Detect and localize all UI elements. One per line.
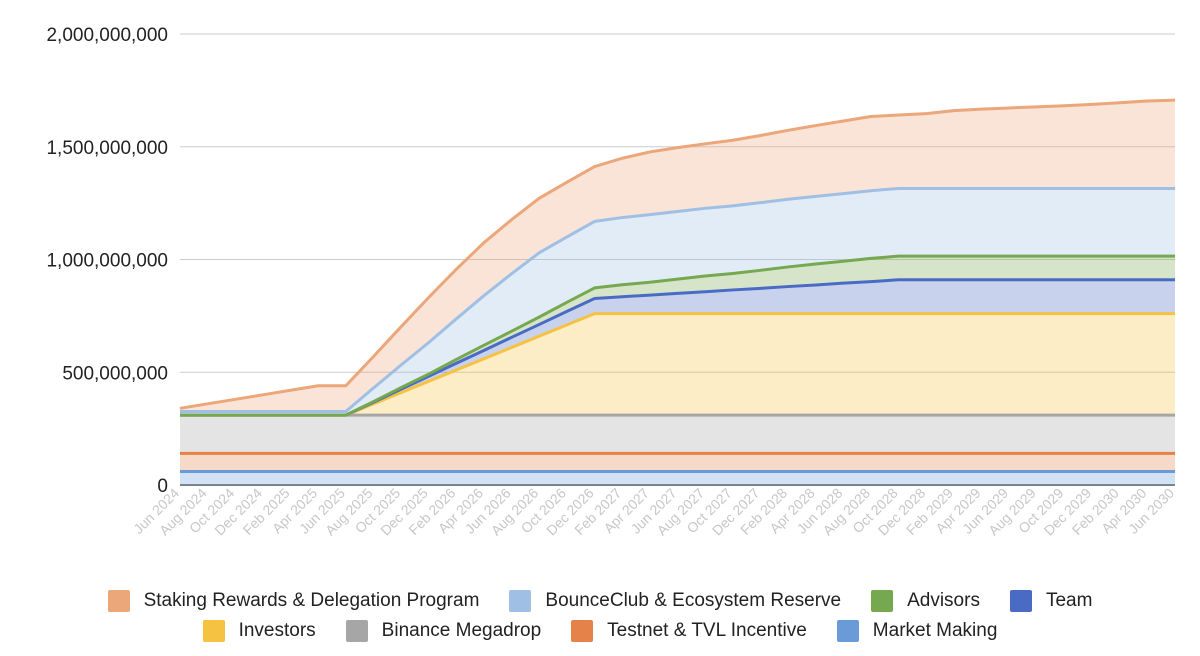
legend-row: Staking Rewards & Delegation Program Boun… <box>0 586 1200 616</box>
area-series-2 <box>180 415 1175 454</box>
legend-label: Advisors <box>907 590 980 611</box>
legend-label: Testnet & TVL Incentive <box>607 620 807 641</box>
line-series-7 <box>179 98 1176 410</box>
area-series-3 <box>180 313 1175 416</box>
legend-swatch <box>107 590 130 612</box>
area-series-0 <box>180 471 1175 485</box>
legend-item: Binance Megadrop <box>345 620 542 642</box>
y-tick-label: 1,500,000,000 <box>46 138 168 159</box>
legend-item: Market Making <box>836 620 998 642</box>
legend-swatch <box>509 590 532 612</box>
legend-item: Advisors <box>871 590 980 612</box>
y-tick-label: 2,000,000,000 <box>46 25 168 46</box>
legend-item: BounceClub & Ecosystem Reserve <box>509 590 841 612</box>
legend-swatch <box>871 590 894 612</box>
legend-swatch <box>345 620 368 642</box>
y-tick-label: 0 <box>157 476 168 497</box>
y-tick-label: 500,000,000 <box>62 363 168 384</box>
legend-label: Market Making <box>872 620 998 641</box>
line-series-6 <box>180 186 1175 413</box>
legend-swatch <box>836 620 859 642</box>
area-series-7 <box>180 100 1175 412</box>
legend-item: Team <box>1009 590 1093 612</box>
legend-swatch <box>571 620 594 642</box>
legend-swatch <box>202 620 225 642</box>
area-series-6 <box>180 188 1175 416</box>
legend-label: Binance Megadrop <box>381 620 542 641</box>
legend-label: Team <box>1045 590 1093 611</box>
y-tick-label: 1,000,000,000 <box>46 251 168 272</box>
area-series-1 <box>180 453 1175 472</box>
series-lines <box>179 98 1176 473</box>
grid-lines <box>180 33 1175 486</box>
line-series-5 <box>180 254 1175 417</box>
legend-row: Investors Binance Megadrop Testnet & TVL I… <box>0 616 1200 646</box>
stacked-area-chart: 0 500,000,000 1,000,000,000 1,500,000,000 2,… <box>46 25 1177 539</box>
legend-label: Investors <box>238 620 316 641</box>
legend-item: Staking Rewards & Delegation Program <box>107 590 480 612</box>
legend-label: Staking Rewards & Delegation Program <box>143 590 480 611</box>
legend-label: BounceClub & Ecosystem Reserve <box>545 590 842 611</box>
chart-legend: Staking Rewards & Delegation Program Boun… <box>0 586 1200 646</box>
legend-swatch <box>1009 590 1032 612</box>
legend-item: Testnet & TVL Incentive <box>571 620 807 642</box>
legend-item: Investors <box>202 620 316 642</box>
y-axis-tick-labels: 0 500,000,000 1,000,000,000 1,500,000,000 2,… <box>46 25 168 497</box>
